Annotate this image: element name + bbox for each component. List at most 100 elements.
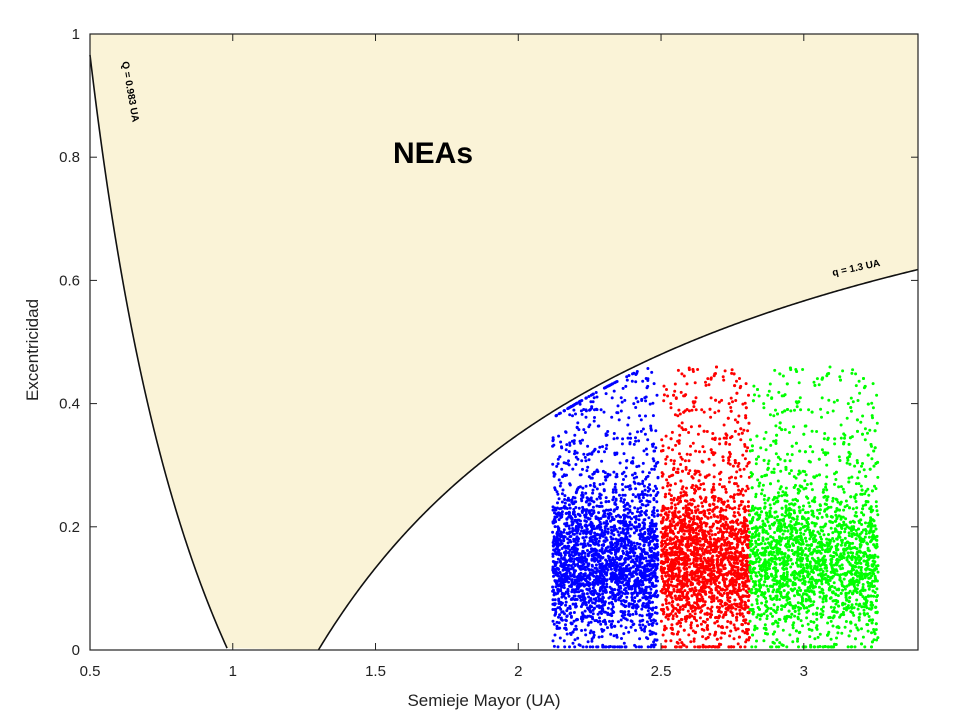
data-point — [673, 509, 677, 513]
data-point — [614, 488, 618, 492]
data-point — [693, 601, 697, 605]
data-point — [583, 615, 587, 619]
data-point — [741, 546, 745, 550]
data-point — [739, 427, 743, 431]
data-point — [724, 520, 728, 524]
data-point — [584, 415, 588, 419]
data-point — [564, 618, 568, 622]
data-point — [706, 627, 710, 631]
data-point — [673, 389, 677, 393]
data-point — [602, 513, 606, 517]
data-point — [718, 586, 722, 590]
data-point — [581, 505, 585, 509]
data-point — [618, 562, 622, 566]
data-point — [568, 612, 572, 616]
data-point — [597, 635, 601, 639]
data-point — [613, 624, 617, 628]
data-point — [663, 566, 667, 570]
data-point — [678, 595, 682, 599]
data-point — [738, 386, 742, 390]
data-point — [643, 488, 647, 492]
data-point — [649, 549, 653, 553]
data-point — [698, 495, 702, 499]
data-point — [553, 508, 557, 512]
data-point — [619, 396, 623, 400]
data-point — [560, 601, 564, 605]
data-point — [681, 607, 685, 611]
data-point — [698, 539, 702, 543]
data-point — [641, 479, 645, 483]
data-point — [554, 567, 557, 571]
data-point — [702, 488, 706, 492]
data-point — [709, 415, 713, 419]
data-point — [564, 430, 568, 434]
data-point — [606, 626, 609, 630]
data-point — [649, 428, 653, 432]
data-point — [572, 560, 576, 564]
data-point — [719, 513, 722, 517]
data-point — [552, 471, 556, 475]
data-point — [568, 443, 572, 447]
data-point — [559, 506, 563, 510]
data-point — [567, 594, 571, 598]
data-point — [567, 524, 571, 528]
data-point — [743, 607, 747, 611]
data-point — [589, 393, 593, 397]
data-point — [647, 532, 651, 536]
data-point — [595, 574, 599, 578]
data-point — [702, 580, 706, 584]
data-point — [644, 504, 648, 508]
data-point — [654, 576, 658, 580]
data-point — [600, 504, 604, 508]
data-point — [642, 592, 646, 596]
data-point — [628, 487, 632, 491]
data-point — [631, 493, 635, 497]
data-point — [604, 434, 608, 437]
data-point — [734, 399, 738, 402]
data-point — [599, 493, 603, 497]
data-point — [614, 599, 618, 603]
data-point — [638, 613, 642, 617]
data-point — [571, 510, 575, 514]
data-point — [634, 436, 637, 440]
data-point — [631, 456, 635, 460]
data-point — [572, 594, 576, 598]
data-point — [703, 590, 707, 594]
data-point — [594, 597, 598, 601]
data-point — [624, 466, 628, 470]
data-point — [592, 419, 596, 423]
data-point — [694, 396, 698, 400]
data-point — [551, 544, 555, 547]
data-point — [604, 536, 608, 540]
data-point — [574, 515, 577, 519]
data-point — [652, 498, 656, 502]
data-point — [622, 561, 626, 565]
data-point — [617, 520, 621, 524]
data-point — [663, 582, 667, 586]
data-point — [652, 559, 656, 563]
data-point — [559, 542, 563, 546]
data-point — [606, 545, 610, 549]
data-point — [590, 535, 593, 539]
data-point — [700, 627, 704, 631]
data-point — [600, 547, 604, 550]
data-point — [685, 486, 688, 490]
data-point — [694, 489, 698, 493]
data-point — [669, 483, 673, 487]
data-point — [644, 513, 648, 517]
data-point — [650, 571, 654, 575]
data-point — [694, 449, 698, 453]
data-point — [704, 380, 707, 384]
data-point — [595, 604, 599, 608]
data-point — [609, 572, 613, 576]
data-point — [731, 464, 735, 468]
data-point — [733, 529, 737, 532]
data-point — [712, 503, 716, 506]
data-point — [626, 579, 630, 583]
data-point — [712, 475, 716, 479]
data-point — [679, 463, 683, 466]
data-point — [608, 559, 612, 563]
data-point — [713, 533, 717, 536]
data-point — [602, 488, 606, 492]
data-point — [602, 580, 606, 584]
